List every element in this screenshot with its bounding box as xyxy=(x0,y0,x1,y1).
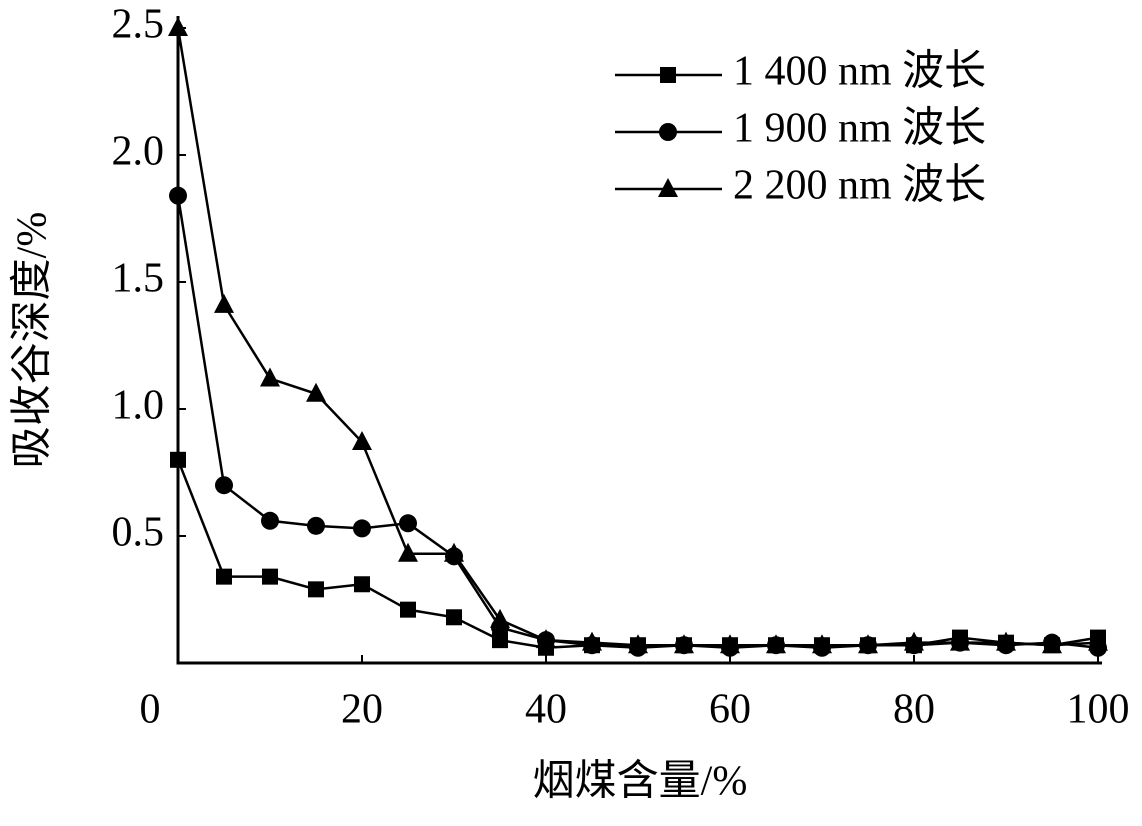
data-point xyxy=(1088,631,1108,651)
y-tick-label: 1.0 xyxy=(112,383,165,429)
data-point xyxy=(674,634,694,654)
x-tick-label: 80 xyxy=(893,687,935,733)
data-point xyxy=(444,542,464,562)
series-line xyxy=(176,459,1099,650)
y-axis-label: 吸收谷深度/% xyxy=(10,212,56,469)
legend-label: 2 200 nm 波长 xyxy=(733,163,986,209)
data-point xyxy=(720,634,740,654)
series-line xyxy=(176,195,1099,650)
data-point xyxy=(308,581,324,598)
data-point xyxy=(536,629,556,649)
data-point xyxy=(354,576,370,593)
data-point xyxy=(492,632,508,649)
data-point xyxy=(812,634,832,654)
data-point xyxy=(446,609,462,626)
data-point xyxy=(215,476,233,495)
data-point xyxy=(216,568,232,585)
data-point xyxy=(168,17,188,36)
data-point xyxy=(996,631,1016,651)
x-tick-label: 40 xyxy=(525,687,567,733)
x-axis-label: 烟煤含量/% xyxy=(533,759,748,805)
x-tick-label: 20 xyxy=(341,687,383,733)
data-point xyxy=(628,634,648,654)
legend-marker xyxy=(659,123,677,141)
data-point xyxy=(399,514,417,533)
y-tick-label: 0.5 xyxy=(112,510,165,556)
data-point xyxy=(260,367,280,387)
y-tick-label: 2.0 xyxy=(112,129,165,175)
data-point xyxy=(1042,634,1062,654)
x-tick-label: 100 xyxy=(1067,687,1130,733)
data-point xyxy=(261,511,279,530)
legend-label: 1 900 nm 波长 xyxy=(733,106,986,152)
y-tick-label: 1.5 xyxy=(112,256,165,302)
data-point xyxy=(400,601,416,618)
data-point xyxy=(398,542,418,562)
data-point xyxy=(169,186,187,205)
legend-marker xyxy=(658,178,678,197)
data-point xyxy=(170,451,186,468)
data-point xyxy=(352,431,372,451)
data-point xyxy=(353,519,371,538)
data-point xyxy=(950,631,970,651)
data-point xyxy=(582,631,602,651)
x-tick-label: 60 xyxy=(709,687,751,733)
data-point xyxy=(307,516,325,535)
x-tick-label: 0 xyxy=(140,687,161,733)
data-point xyxy=(306,382,326,402)
data-point xyxy=(858,634,878,654)
data-point xyxy=(262,568,278,585)
data-point xyxy=(766,634,786,654)
y-tick-label: 2.5 xyxy=(112,2,165,48)
legend-label: 1 400 nm 波长 xyxy=(733,49,986,95)
legend-marker xyxy=(660,67,676,83)
data-point xyxy=(490,608,510,628)
data-point xyxy=(214,293,234,313)
data-point xyxy=(904,631,924,651)
